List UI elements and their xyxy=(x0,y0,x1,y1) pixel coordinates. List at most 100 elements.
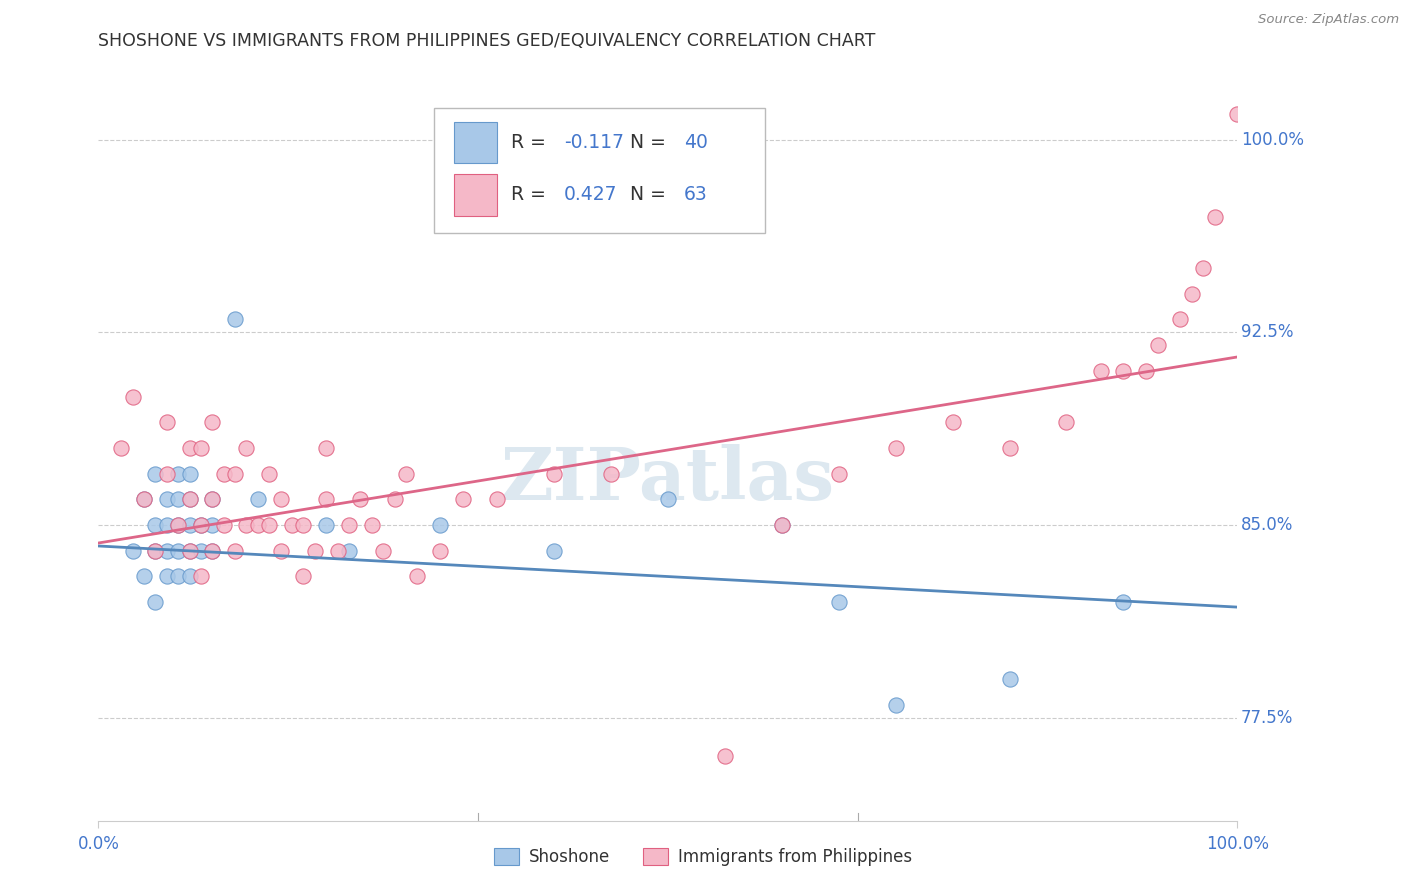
Point xyxy=(270,492,292,507)
Point xyxy=(1090,364,1112,378)
Point xyxy=(212,518,235,533)
Point xyxy=(292,518,315,533)
Point xyxy=(326,543,349,558)
Point xyxy=(156,569,179,583)
FancyBboxPatch shape xyxy=(454,174,498,216)
Point xyxy=(259,467,281,481)
Point xyxy=(235,441,257,455)
Point xyxy=(179,467,201,481)
Point xyxy=(942,415,965,429)
Point xyxy=(429,543,451,558)
Point xyxy=(179,441,201,455)
Point xyxy=(770,518,793,533)
Point xyxy=(145,543,167,558)
Point xyxy=(167,518,190,533)
Point xyxy=(132,492,155,507)
Point xyxy=(281,518,304,533)
Point xyxy=(179,518,201,533)
Point xyxy=(190,518,212,533)
Point xyxy=(179,492,201,507)
Point xyxy=(998,673,1021,687)
Point xyxy=(190,518,212,533)
Text: 100.0%: 100.0% xyxy=(1240,130,1303,149)
FancyBboxPatch shape xyxy=(434,108,765,233)
Point xyxy=(212,467,235,481)
Point xyxy=(337,543,360,558)
Point xyxy=(884,698,907,712)
Point xyxy=(360,518,382,533)
Point xyxy=(121,543,143,558)
Point xyxy=(167,467,190,481)
Point xyxy=(1226,107,1249,121)
Point xyxy=(156,415,179,429)
Text: R =: R = xyxy=(510,133,551,152)
Text: 77.5%: 77.5% xyxy=(1240,709,1294,727)
Point xyxy=(201,543,224,558)
Point xyxy=(657,492,679,507)
Text: ZIPatlas: ZIPatlas xyxy=(501,444,835,515)
Point xyxy=(259,518,281,533)
Text: R =: R = xyxy=(510,186,551,204)
Point xyxy=(235,518,257,533)
Point xyxy=(1135,364,1157,378)
Point xyxy=(486,492,509,507)
Point xyxy=(224,467,246,481)
Point xyxy=(224,543,246,558)
Point xyxy=(145,595,167,609)
Point xyxy=(201,415,224,429)
Point xyxy=(156,467,179,481)
Point xyxy=(1204,210,1226,224)
Point xyxy=(167,492,190,507)
Text: 0.427: 0.427 xyxy=(564,186,617,204)
Point xyxy=(270,543,292,558)
Point xyxy=(770,518,793,533)
Point xyxy=(201,518,224,533)
Point xyxy=(1112,595,1135,609)
Text: N =: N = xyxy=(630,186,672,204)
Point xyxy=(371,543,394,558)
Point xyxy=(190,441,212,455)
Point xyxy=(543,467,565,481)
Point xyxy=(429,518,451,533)
Point xyxy=(384,492,406,507)
Point xyxy=(190,569,212,583)
Point xyxy=(998,441,1021,455)
Point xyxy=(315,518,337,533)
Point xyxy=(315,441,337,455)
Point xyxy=(1146,338,1168,352)
Point xyxy=(145,518,167,533)
Text: 40: 40 xyxy=(683,133,707,152)
Point xyxy=(132,569,155,583)
Point xyxy=(828,467,851,481)
Text: 63: 63 xyxy=(683,186,707,204)
Point xyxy=(167,569,190,583)
Point xyxy=(406,569,429,583)
Point xyxy=(451,492,474,507)
Point xyxy=(156,492,179,507)
Point xyxy=(246,518,269,533)
Point xyxy=(884,441,907,455)
Text: N =: N = xyxy=(630,133,672,152)
Point xyxy=(600,467,623,481)
Text: 92.5%: 92.5% xyxy=(1240,323,1294,342)
Point xyxy=(349,492,371,507)
Point xyxy=(132,492,155,507)
Point xyxy=(190,543,212,558)
Point xyxy=(1181,286,1204,301)
Point xyxy=(179,569,201,583)
Point xyxy=(179,543,201,558)
Point xyxy=(145,543,167,558)
Point xyxy=(1192,261,1215,276)
Point xyxy=(1170,312,1192,326)
Point xyxy=(179,492,201,507)
Point xyxy=(201,492,224,507)
Text: SHOSHONE VS IMMIGRANTS FROM PHILIPPINES GED/EQUIVALENCY CORRELATION CHART: SHOSHONE VS IMMIGRANTS FROM PHILIPPINES … xyxy=(98,32,876,50)
Point xyxy=(304,543,326,558)
Point xyxy=(315,492,337,507)
Point xyxy=(201,492,224,507)
Point xyxy=(167,543,190,558)
Point xyxy=(1112,364,1135,378)
Point xyxy=(121,390,143,404)
Point xyxy=(246,492,269,507)
Point xyxy=(156,543,179,558)
